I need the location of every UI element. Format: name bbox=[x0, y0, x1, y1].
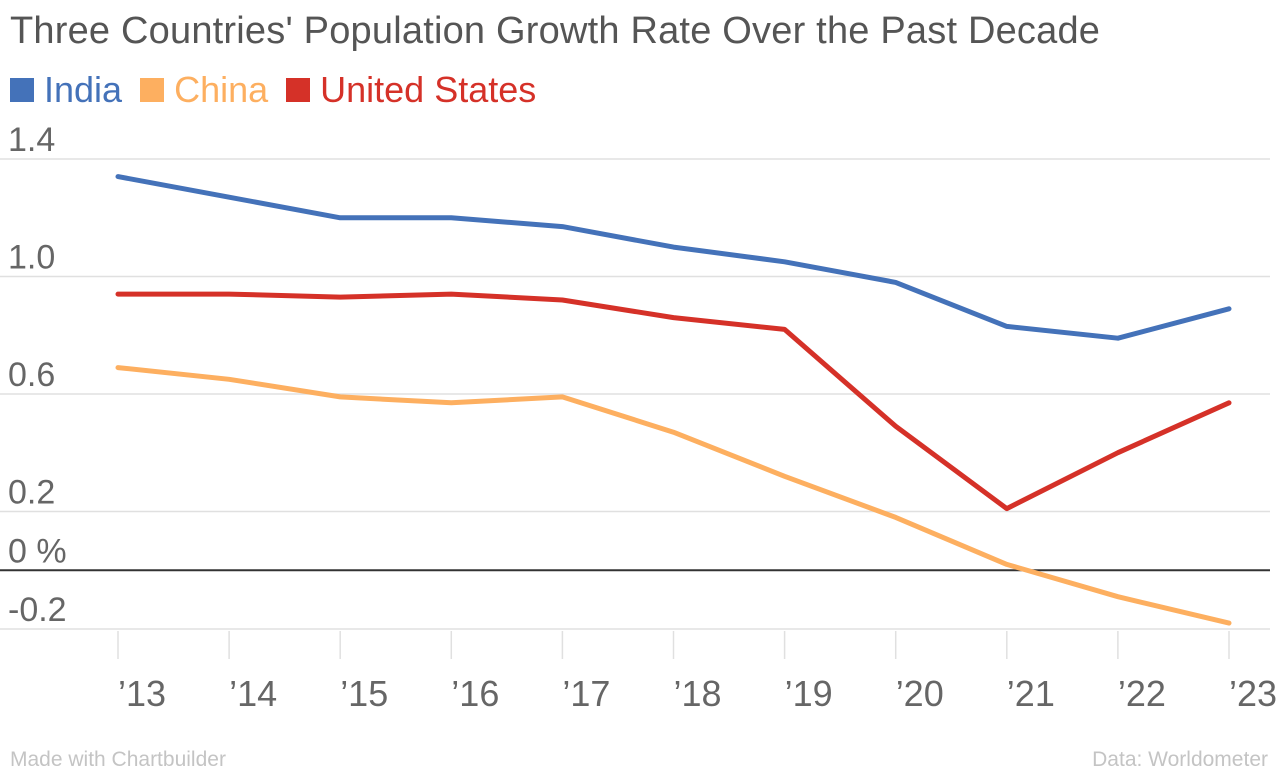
legend-label-india: India bbox=[44, 69, 123, 110]
x-tick-label: ’14 bbox=[229, 673, 277, 714]
legend-item-india: India bbox=[10, 69, 122, 111]
y-tick-label: 1.4 bbox=[8, 121, 55, 159]
series-line-china bbox=[115, 365, 1232, 626]
y-tick-label: -0.2 bbox=[8, 591, 67, 629]
x-tick-label: ’18 bbox=[674, 673, 722, 714]
legend-label-china: China bbox=[174, 69, 269, 110]
made-with-credit: Made with Chartbuilder bbox=[10, 748, 226, 771]
legend-label-united-states: United States bbox=[320, 69, 537, 110]
x-tick-label: ’15 bbox=[340, 673, 388, 714]
y-tick-label: 0 % bbox=[8, 532, 67, 570]
legend-item-united-states: United States bbox=[286, 69, 536, 111]
x-tick-label: ’13 bbox=[118, 673, 166, 714]
legend-swatch-china bbox=[140, 78, 165, 102]
legend-swatch-india bbox=[10, 78, 34, 102]
x-tick-label: ’17 bbox=[562, 673, 610, 714]
legend-swatch-united-states bbox=[286, 78, 311, 102]
series-line-united-states bbox=[115, 291, 1232, 512]
legend: India China United States bbox=[10, 68, 554, 112]
y-tick-label: 1.0 bbox=[8, 239, 55, 277]
legend-item-china: China bbox=[140, 69, 268, 111]
x-tick-label: ’22 bbox=[1118, 673, 1166, 714]
chart-title: Three Countries' Population Growth Rate … bbox=[10, 10, 1101, 52]
x-tick-label: ’21 bbox=[1007, 673, 1055, 714]
y-tick-label: 0.6 bbox=[8, 356, 55, 394]
x-tick-label: ’23 bbox=[1229, 673, 1277, 714]
y-tick-label: 0.2 bbox=[8, 474, 55, 512]
x-tick-label: ’16 bbox=[451, 673, 499, 714]
series-line-india bbox=[115, 174, 1232, 341]
data-source-credit: Data: Worldometer bbox=[1092, 748, 1268, 771]
x-tick-label: ’19 bbox=[785, 673, 833, 714]
x-tick-label: ’20 bbox=[896, 673, 944, 714]
